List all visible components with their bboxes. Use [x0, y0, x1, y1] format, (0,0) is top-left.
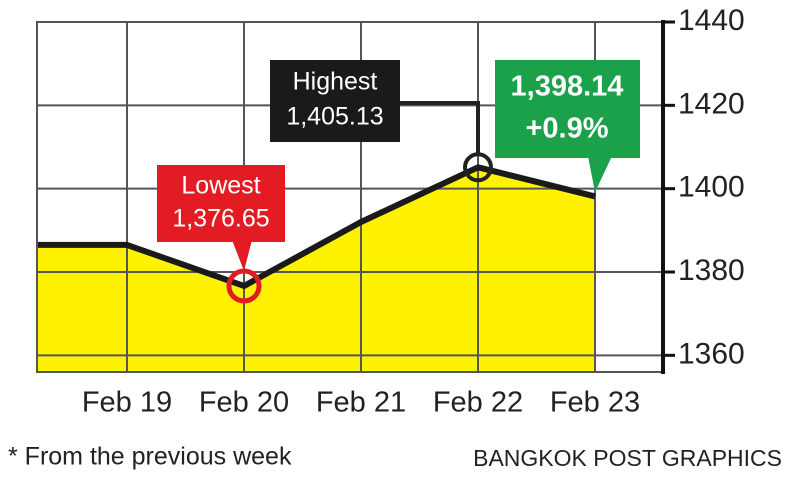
annotation-value: 1,376.65 [172, 205, 269, 233]
footnote: * From the previous week [8, 443, 292, 471]
x-tick-label: Feb 20 [199, 387, 289, 419]
y-tick-label: 1420 [678, 87, 745, 120]
annotation-box [157, 165, 285, 242]
y-tick-label: 1380 [678, 254, 745, 287]
annotation-box [495, 60, 640, 158]
annotation-label: +0.9% [525, 113, 608, 145]
y-tick-label: 1440 [678, 4, 745, 37]
y-tick-label: 1400 [678, 171, 745, 204]
annotation-connector [400, 101, 480, 154]
y-tick-label: 1360 [678, 337, 745, 370]
x-tick-label: Feb 22 [433, 387, 523, 419]
line [37, 164, 596, 289]
source: BANGKOK POST GRAPHICS [473, 445, 782, 471]
x-tick-label: Feb 23 [550, 387, 640, 419]
annotation-pointer [232, 240, 252, 271]
x-tick-label: Feb 21 [316, 387, 406, 419]
annotation-pointer [588, 156, 612, 193]
marker [463, 152, 493, 183]
annotation-value: 1,398.14 [511, 71, 624, 103]
annotation-value: 1,405.13 [286, 103, 383, 131]
annotation-label: Highest [293, 68, 378, 96]
annotation-label: Lowest [181, 172, 260, 200]
x-tick-label: Feb 19 [82, 387, 172, 419]
annotation-box [270, 60, 400, 142]
area [37, 167, 595, 372]
